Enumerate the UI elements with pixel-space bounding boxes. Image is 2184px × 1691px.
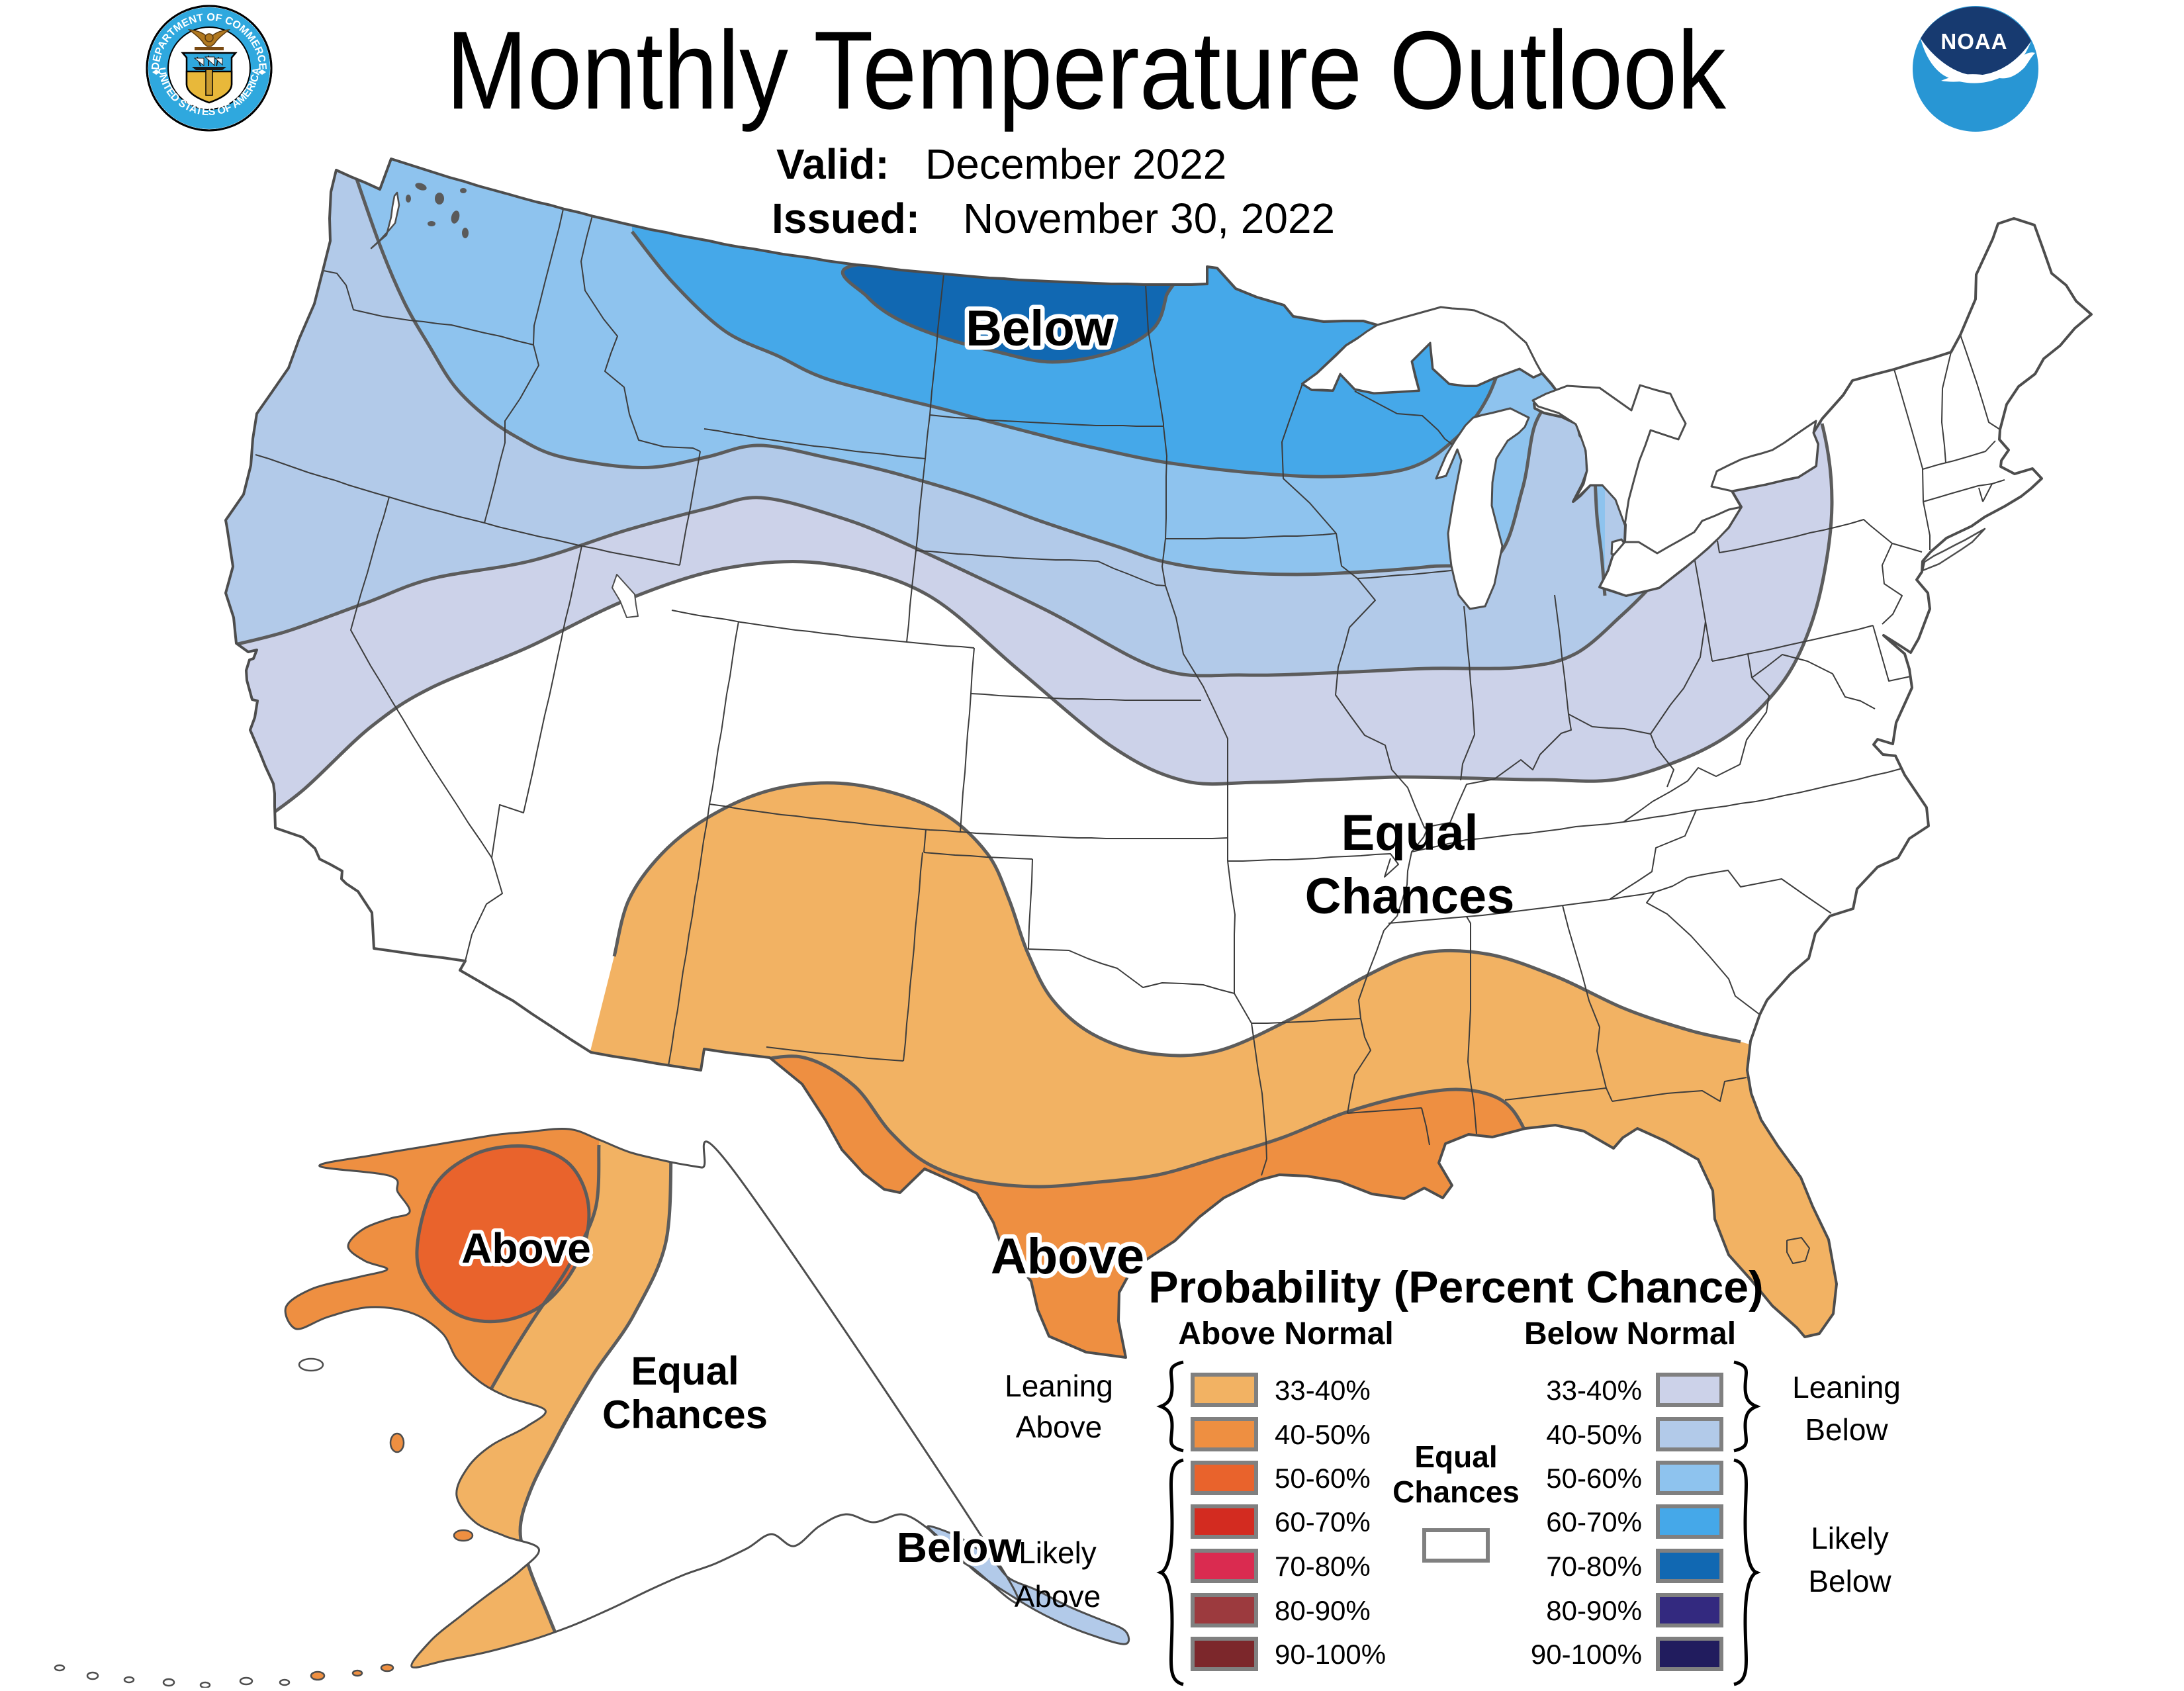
svg-text:Below: Below [1808, 1564, 1891, 1598]
svg-text:Above: Above [461, 1224, 591, 1272]
svg-text:33-40%: 33-40% [1275, 1375, 1371, 1406]
svg-text:70-80%: 70-80% [1275, 1551, 1371, 1582]
svg-text:50-60%: 50-60% [1546, 1463, 1642, 1494]
svg-text:Likely: Likely [1019, 1535, 1097, 1570]
svg-text:Below: Below [897, 1524, 1022, 1571]
svg-text:60-70%: 60-70% [1275, 1506, 1371, 1537]
svg-text:Likely: Likely [1811, 1521, 1889, 1555]
svg-text:Above: Above [1015, 1579, 1101, 1614]
svg-text:Chances: Chances [602, 1393, 768, 1437]
svg-text:80-90%: 80-90% [1546, 1595, 1642, 1626]
svg-text:Equal: Equal [631, 1349, 739, 1393]
svg-text:Chances: Chances [1305, 868, 1515, 925]
svg-text:NOAA: NOAA [1940, 29, 2007, 54]
svg-text:90-100%: 90-100% [1531, 1639, 1642, 1670]
svg-text:90-100%: 90-100% [1275, 1639, 1386, 1670]
svg-text:Above Normal: Above Normal [1178, 1316, 1393, 1351]
svg-text:Probability (Percent Chance): Probability (Percent Chance) [1148, 1262, 1764, 1312]
svg-text:80-90%: 80-90% [1275, 1595, 1371, 1626]
svg-text:Above: Above [1016, 1410, 1102, 1444]
svg-text:Below Normal: Below Normal [1524, 1316, 1736, 1351]
svg-text:60-70%: 60-70% [1546, 1506, 1642, 1537]
svg-text:Equal: Equal [1414, 1440, 1497, 1474]
svg-text:Valid:: Valid: [776, 140, 889, 188]
svg-text:Issued:: Issued: [772, 195, 920, 242]
svg-text:Below: Below [1805, 1412, 1888, 1447]
svg-text:70-80%: 70-80% [1546, 1551, 1642, 1582]
svg-text:Above: Above [991, 1228, 1144, 1285]
svg-text:Leaning: Leaning [1792, 1370, 1901, 1404]
svg-text:November 30, 2022: November 30, 2022 [963, 195, 1335, 242]
svg-text:33-40%: 33-40% [1546, 1375, 1642, 1406]
svg-text:50-60%: 50-60% [1275, 1463, 1371, 1494]
svg-text:Leaning: Leaning [1005, 1369, 1113, 1403]
svg-text:40-50%: 40-50% [1546, 1419, 1642, 1450]
svg-text:December 2022: December 2022 [925, 140, 1226, 188]
svg-text:40-50%: 40-50% [1275, 1419, 1371, 1450]
svg-text:Equal: Equal [1342, 805, 1479, 861]
svg-text:Chances: Chances [1392, 1475, 1520, 1509]
svg-text:Monthly Temperature Outlook: Monthly Temperature Outlook [446, 8, 1727, 132]
svg-text:Below: Below [966, 300, 1115, 357]
